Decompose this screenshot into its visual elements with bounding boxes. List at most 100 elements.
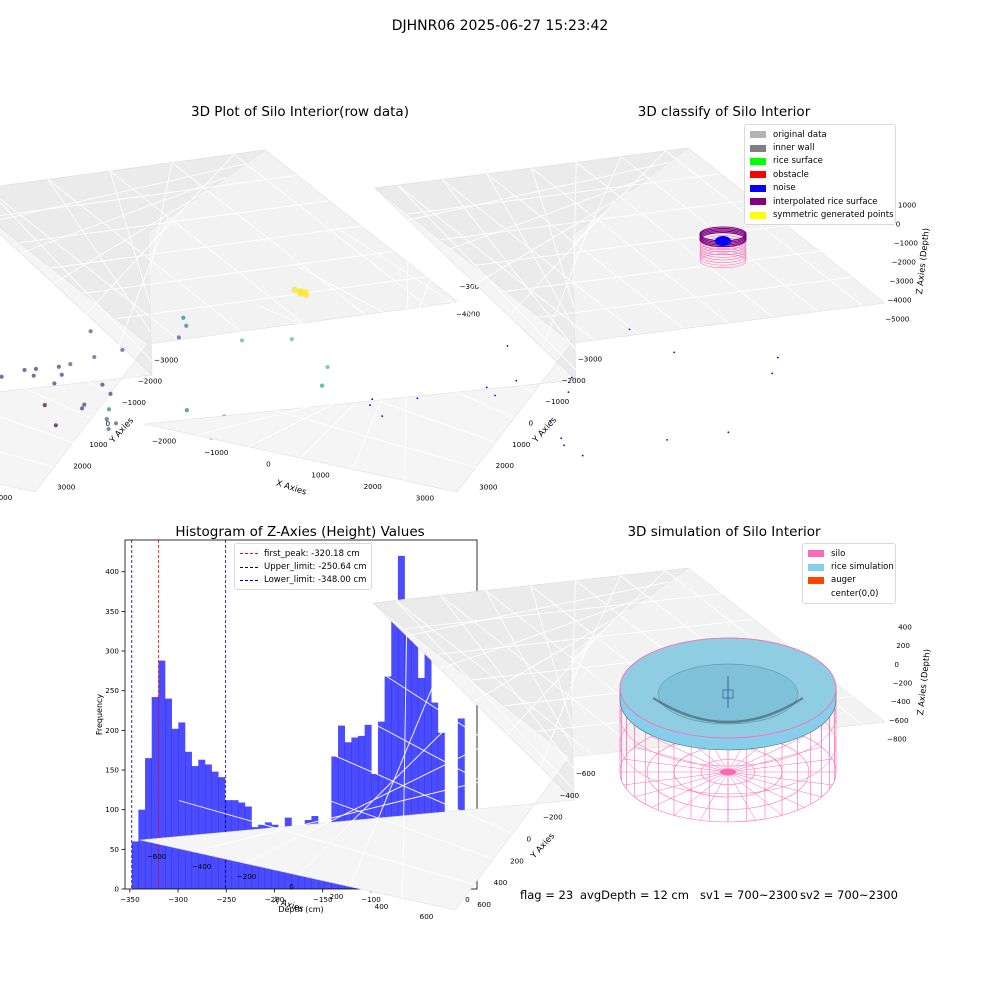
grid-line [349,668,441,887]
histogram-bar [211,771,219,889]
data-point [289,337,294,342]
grid-line [248,315,510,448]
noise-point [549,419,551,422]
grid-line [486,173,685,330]
z-tick-label: −1000 [894,239,919,248]
legend-label: symmetric generated points [773,210,894,221]
grid-line [570,574,818,730]
data-point [302,288,309,296]
z-tick-label: −2000 [892,258,917,267]
histogram-bar [231,800,239,889]
grid-line [118,218,168,345]
y-tick-label: 200 [510,856,524,865]
floor-pane [139,602,575,911]
noise-point [369,404,371,406]
silo-floor-spoke [727,771,822,798]
cluster-ring [699,253,747,269]
histogram-bar [218,777,226,889]
data-point [53,423,58,428]
legend-item: inner wall [750,141,890,154]
histogram-bar [377,721,385,889]
silo-center-mark [720,768,736,776]
grid-line [0,198,180,362]
histogram-bar [364,724,372,889]
grid-line [244,733,508,864]
y-tick-label: 100 [105,805,119,814]
x-axis-label: X Axies [272,895,305,914]
legend-item: silo [808,547,890,560]
y-tick-label: −400 [559,791,579,800]
noise-point [494,394,496,397]
legend-label: first_peak: -320.18 cm [264,548,360,559]
legend-label: interpolated rice surface [773,196,878,207]
legend-swatch [750,184,766,192]
y-tick-label: 0 [529,419,534,428]
grid-line [192,766,541,853]
grid-line [336,226,554,369]
grid-line [406,581,669,637]
y-tick-label: 2000 [496,461,515,470]
grid-line [352,251,443,470]
legend-swatch [750,211,766,219]
silo-floor-spoke [651,736,729,773]
histogram-bar [331,756,339,889]
legend-label: rice simulation [831,562,894,573]
simulation-legend: silo rice simulation auger center(0,0) [802,543,896,604]
data-point [108,391,113,396]
histogram-bar [457,718,465,889]
data-point [33,366,39,371]
grid-line [0,313,87,359]
histogram-bar [324,825,332,889]
plot-frame [124,539,478,890]
grid-line [508,205,611,317]
panel1-title: 3D Plot of Silo Interior(row data) [191,104,409,120]
z-tick-label: −4000 [887,296,912,305]
y-tick-label: 1000 [89,440,108,449]
silo-floor-spoke [727,771,783,816]
silo-mid-ring [619,693,837,795]
grid-line [407,173,721,215]
grid-line [402,635,407,899]
grid-line [405,593,721,630]
grid-line [0,416,73,444]
grid-line [115,276,426,320]
legend-label: center(0,0) [831,588,879,599]
histogram-bar [278,831,286,889]
grid-line [178,800,475,885]
histogram-bar [271,824,279,889]
legend-item: auger [808,574,890,587]
back-pane-left [0,149,459,345]
legend-swatch [750,131,766,139]
silo-floor-spoke [727,728,783,773]
x-tick-label: 1000 [311,471,330,480]
grid-line [47,179,242,333]
data-point [120,347,125,353]
silo-floor-spoke [727,771,805,808]
histogram-bar [184,751,192,889]
panel3-title: Histogram of Z-Axies (Height) Values [175,524,425,540]
grid-line [53,190,207,284]
x-tick-label: −400 [192,862,212,871]
x-tick-label: −150 [313,895,333,904]
histogram-bar [404,614,412,889]
data-point [291,286,298,293]
histogram-bar [391,619,399,889]
y-tick-label: 150 [105,766,119,775]
grid-line [485,590,683,748]
x-tick-label: 0 [289,882,294,891]
data-point [297,288,304,296]
grid-line [397,184,595,370]
grid-line [441,179,640,350]
x-tick-label: 600 [420,912,434,921]
histogram-bar [204,764,212,889]
cluster-ring [699,243,747,258]
z-tick-label: −1000 [467,227,492,236]
histogram-bar [251,827,259,889]
x-tick-label: 200 [330,892,344,901]
z-tick-label: 0 [470,200,475,209]
grid-line [537,695,853,732]
x-tick-label: −350 [120,895,140,904]
grid-line [217,760,494,860]
y-tick-label: 0 [527,835,532,844]
histogram-bar [151,697,159,889]
